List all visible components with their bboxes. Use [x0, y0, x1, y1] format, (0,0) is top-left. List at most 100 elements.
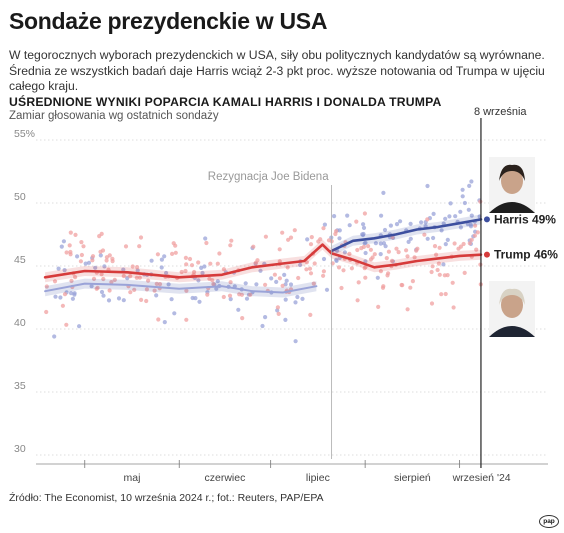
poll-dot	[128, 290, 133, 295]
poll-dot	[187, 256, 193, 262]
poll-dot	[368, 247, 373, 252]
poll-dot	[361, 244, 366, 249]
poll-dot	[439, 292, 444, 297]
poll-dot	[183, 268, 188, 274]
poll-dot	[170, 251, 175, 256]
poll-dot	[258, 268, 263, 273]
poll-dot	[398, 219, 403, 224]
poll-dot	[375, 275, 380, 280]
poll-dot	[298, 262, 303, 268]
poll-dot	[408, 221, 413, 226]
poll-dot	[91, 276, 97, 281]
poll-dot	[192, 269, 197, 275]
shoulders	[489, 326, 535, 337]
poll-dot	[373, 241, 378, 246]
poll-dot	[345, 213, 350, 218]
poll-dot	[107, 253, 112, 258]
poll-dot	[196, 278, 201, 283]
poll-dot	[236, 307, 241, 312]
poll-dot	[269, 276, 274, 281]
poll-dot	[260, 323, 265, 329]
poll-dot	[308, 312, 313, 317]
poll-dot	[83, 261, 88, 266]
poll-dot	[78, 259, 83, 264]
poll-dot	[227, 293, 233, 298]
poll-dot	[189, 263, 195, 268]
poll-dot	[431, 211, 436, 216]
poll-dot	[68, 252, 73, 257]
poll-dot	[334, 229, 339, 234]
poll-dot	[193, 296, 198, 301]
poll-dot	[362, 211, 367, 216]
poll-dot	[293, 300, 298, 305]
poll-dot	[432, 244, 438, 249]
poll-dot	[64, 250, 69, 255]
poll-dot	[79, 240, 84, 245]
poll-dot	[135, 265, 140, 270]
poll-dot	[248, 292, 253, 297]
poll-dot	[300, 296, 305, 301]
axis-layer: 30 35 40 45 50 55% maj czerwiec lipiec sierpień wr…	[14, 118, 548, 484]
poll-dot	[321, 269, 326, 274]
poll-dot	[272, 272, 277, 277]
poll-dot	[412, 255, 417, 260]
poll-dot	[379, 213, 384, 218]
poll-dot	[307, 266, 313, 271]
poll-dot	[304, 267, 309, 272]
poll-dot	[277, 276, 282, 281]
poll-dot	[154, 293, 159, 298]
poll-dot	[332, 214, 337, 219]
poll-dot	[277, 247, 282, 252]
trump-photo	[489, 281, 535, 337]
poll-dot	[125, 276, 130, 281]
poll-dot	[132, 287, 137, 292]
x-tick-label: sierpień	[394, 472, 431, 484]
poll-dot	[337, 236, 342, 241]
poll-dot	[410, 279, 415, 284]
poll-dot	[467, 183, 472, 188]
poll-dot	[370, 255, 375, 260]
poll-dot	[98, 249, 103, 254]
poll-dot	[386, 249, 391, 254]
poll-dot	[466, 207, 471, 212]
poll-dot	[334, 258, 339, 263]
poll-dot	[431, 235, 436, 241]
poll-dot	[179, 269, 184, 275]
poll-dot	[138, 235, 144, 240]
photo-layer	[489, 157, 535, 337]
poll-dot	[215, 261, 220, 266]
poll-dot	[404, 248, 409, 253]
poll-dot	[101, 276, 106, 282]
face	[501, 168, 523, 194]
poll-dot	[288, 235, 294, 240]
poll-dot	[406, 239, 411, 244]
poll-dot	[123, 244, 129, 249]
poll-dot	[441, 262, 446, 267]
poll-dot	[419, 220, 424, 225]
poll-dot	[146, 278, 151, 283]
poll-dot	[311, 281, 316, 286]
y-tick-label: 45	[14, 254, 26, 266]
poll-dot	[75, 254, 80, 259]
poll-dot	[283, 317, 288, 322]
poll-dot	[475, 230, 480, 235]
poll-dot	[53, 294, 58, 299]
poll-dot	[263, 315, 268, 320]
poll-dot	[462, 200, 467, 206]
poll-dot	[316, 239, 321, 244]
poll-dot	[321, 273, 326, 278]
poll-dot	[460, 194, 465, 199]
poll-dot	[44, 284, 49, 289]
poll-dot	[221, 294, 226, 300]
poll-dot	[284, 278, 289, 283]
poll-dot	[184, 262, 189, 267]
confidence-band	[45, 239, 481, 283]
poll-dot	[435, 267, 440, 273]
poll-dot	[199, 265, 204, 270]
harris-photo	[489, 157, 535, 213]
page-title: Sondaże prezydenckie w USA	[9, 8, 328, 34]
poll-dot	[389, 258, 395, 263]
poll-dot	[378, 241, 383, 246]
poll-dot	[355, 247, 360, 253]
poll-dot	[69, 291, 74, 296]
